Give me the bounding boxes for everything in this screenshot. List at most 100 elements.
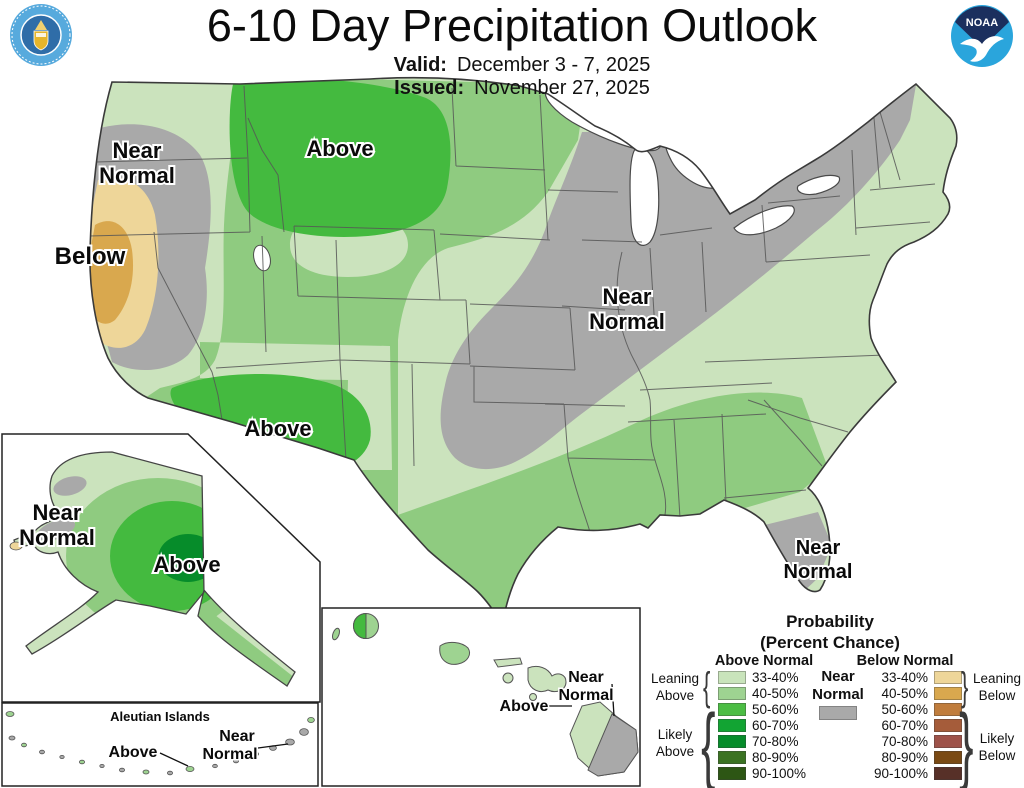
likely-above-line2: Above xyxy=(655,744,695,759)
state-borders xyxy=(89,85,936,533)
island-niihau xyxy=(332,627,340,641)
region-central-near-normal-gray xyxy=(440,85,916,470)
legend-below-range: 70-80% xyxy=(881,734,928,749)
label-alaska-above: Above xyxy=(153,552,220,577)
aleutians-inset: Aleutian Islands Above Near Normal xyxy=(1,702,319,787)
label-hawaii-near: Near xyxy=(568,669,604,686)
hawaii-inset: Above Near Normal xyxy=(321,607,641,787)
likely-below-brace: } xyxy=(959,697,974,788)
alaska-inset-border xyxy=(1,433,321,703)
region-southwest-above-50-60 xyxy=(170,373,371,472)
legend-above-swatch xyxy=(718,751,746,764)
legend-below-range: 60-70% xyxy=(881,718,928,733)
great-salt-lake xyxy=(253,244,271,272)
issued-label: Issued: xyxy=(394,77,465,99)
legend-subtitle: (Percent Chance) xyxy=(760,633,900,652)
valid-row: Valid: December 3 - 7, 2025 xyxy=(262,54,782,77)
label-florida-normal: Normal xyxy=(784,561,853,583)
leaning-below-label: Leaning Below xyxy=(966,670,1024,704)
legend-above-swatch xyxy=(718,687,746,700)
island-hawaii-gray-half xyxy=(587,713,639,777)
legend-above-header: Above Normal xyxy=(714,653,814,669)
island-molokai xyxy=(493,657,523,668)
legend-near-label2: Normal xyxy=(812,686,864,703)
page-title: 6-10 Day Precipitation Outlook xyxy=(206,0,818,51)
island-kauai-dark-half xyxy=(353,612,367,640)
legend-near-label: Near xyxy=(821,668,855,685)
likely-below-line1: Likely xyxy=(979,731,1015,746)
aleutian-above-pointer xyxy=(159,752,189,767)
region-montana-above-50-60 xyxy=(229,77,451,238)
label-hawaii-above: Above xyxy=(500,698,549,715)
legend-below-range: 90-100% xyxy=(873,766,928,781)
leaning-above-line2: Above xyxy=(655,688,695,703)
likely-above-brace: { xyxy=(701,697,716,788)
label-midwest-normal: Normal xyxy=(589,309,665,334)
noaa-fan-icon xyxy=(955,6,1009,48)
legend-below-range: 50-60% xyxy=(881,702,928,717)
legend-below-swatch xyxy=(934,703,962,716)
issued-row: Issued: November 27, 2025 xyxy=(262,77,782,100)
legend-below-range: 80-90% xyxy=(881,750,928,765)
valid-value: December 3 - 7, 2025 xyxy=(456,54,651,76)
label-alaska-normal: Normal xyxy=(19,525,95,550)
noaa-logo[interactable]: NOAA xyxy=(951,5,1013,67)
label-aleutians-title: Aleutian Islands xyxy=(110,709,210,724)
likely-below-label: Likely Below xyxy=(966,730,1024,764)
valid-label: Valid: xyxy=(393,54,447,76)
legend-above-range: 33-40% xyxy=(752,670,799,685)
island-maui xyxy=(527,665,567,693)
label-nw-near: Near xyxy=(113,138,162,163)
label-ca-below: Below xyxy=(55,243,126,270)
likely-above-label: Likely Above xyxy=(644,726,706,760)
legend-above-range: 90-100% xyxy=(752,766,807,781)
header-meta: Valid: December 3 - 7, 2025 Issued: Nove… xyxy=(262,54,782,100)
leaning-below-line1: Leaning xyxy=(972,671,1022,686)
island-oahu xyxy=(439,641,471,665)
issued-value: November 27, 2025 xyxy=(474,77,650,99)
doc-eagle-icon xyxy=(35,20,47,30)
hawaii-near-pointer xyxy=(611,683,615,717)
alaska-inset: Near Normal Above xyxy=(1,433,321,703)
legend-above-range: 50-60% xyxy=(752,702,799,717)
island-kahoolawe xyxy=(529,693,537,701)
legend-below-header: Below Normal xyxy=(856,653,954,669)
aleutian-islands xyxy=(5,711,315,776)
legend-title: Probability xyxy=(786,612,874,631)
legend-below-range: 40-50% xyxy=(881,686,928,701)
label-midwest-near: Near xyxy=(603,284,652,309)
leaning-below-line2: Below xyxy=(978,688,1016,703)
doc-logo[interactable] xyxy=(10,4,72,66)
region-florida-near-normal-gray xyxy=(752,512,832,595)
legend-below-swatch xyxy=(934,751,962,764)
legend-below-swatch xyxy=(934,671,962,684)
label-hawaii-normal: Normal xyxy=(558,687,613,704)
alaska-island-below-dot xyxy=(9,541,23,551)
legend-below-range: 33-40% xyxy=(881,670,928,685)
legend-below-swatch xyxy=(934,735,962,748)
label-nw-normal: Normal xyxy=(99,163,175,188)
label-aleutian-normal: Normal xyxy=(202,746,257,763)
legend-above-swatch xyxy=(718,671,746,684)
leaning-below-brace: } xyxy=(961,665,969,709)
leaning-above-line1: Leaning xyxy=(650,671,700,686)
label-florida-near: Near xyxy=(796,537,841,559)
label-alaska-near: Near xyxy=(33,500,82,525)
likely-below-line2: Below xyxy=(978,748,1016,763)
legend-above-range: 70-80% xyxy=(752,734,799,749)
aleutian-near-pointer xyxy=(257,743,289,749)
legend-above-range: 40-50% xyxy=(752,686,799,701)
noaa-gull-icon xyxy=(960,36,1004,62)
label-aleutian-above: Above xyxy=(109,744,158,761)
legend-below-swatch xyxy=(934,767,962,780)
legend-below-swatch xyxy=(934,687,962,700)
legend-above-range: 60-70% xyxy=(752,718,799,733)
legend-above-range: 80-90% xyxy=(752,750,799,765)
leaning-above-brace: { xyxy=(703,665,711,709)
legend-above-swatch xyxy=(718,719,746,732)
label-north-above: Above xyxy=(306,136,373,161)
label-aleutian-near: Near xyxy=(219,728,255,745)
island-lanai xyxy=(502,672,514,684)
legend-near-swatch xyxy=(819,706,857,720)
